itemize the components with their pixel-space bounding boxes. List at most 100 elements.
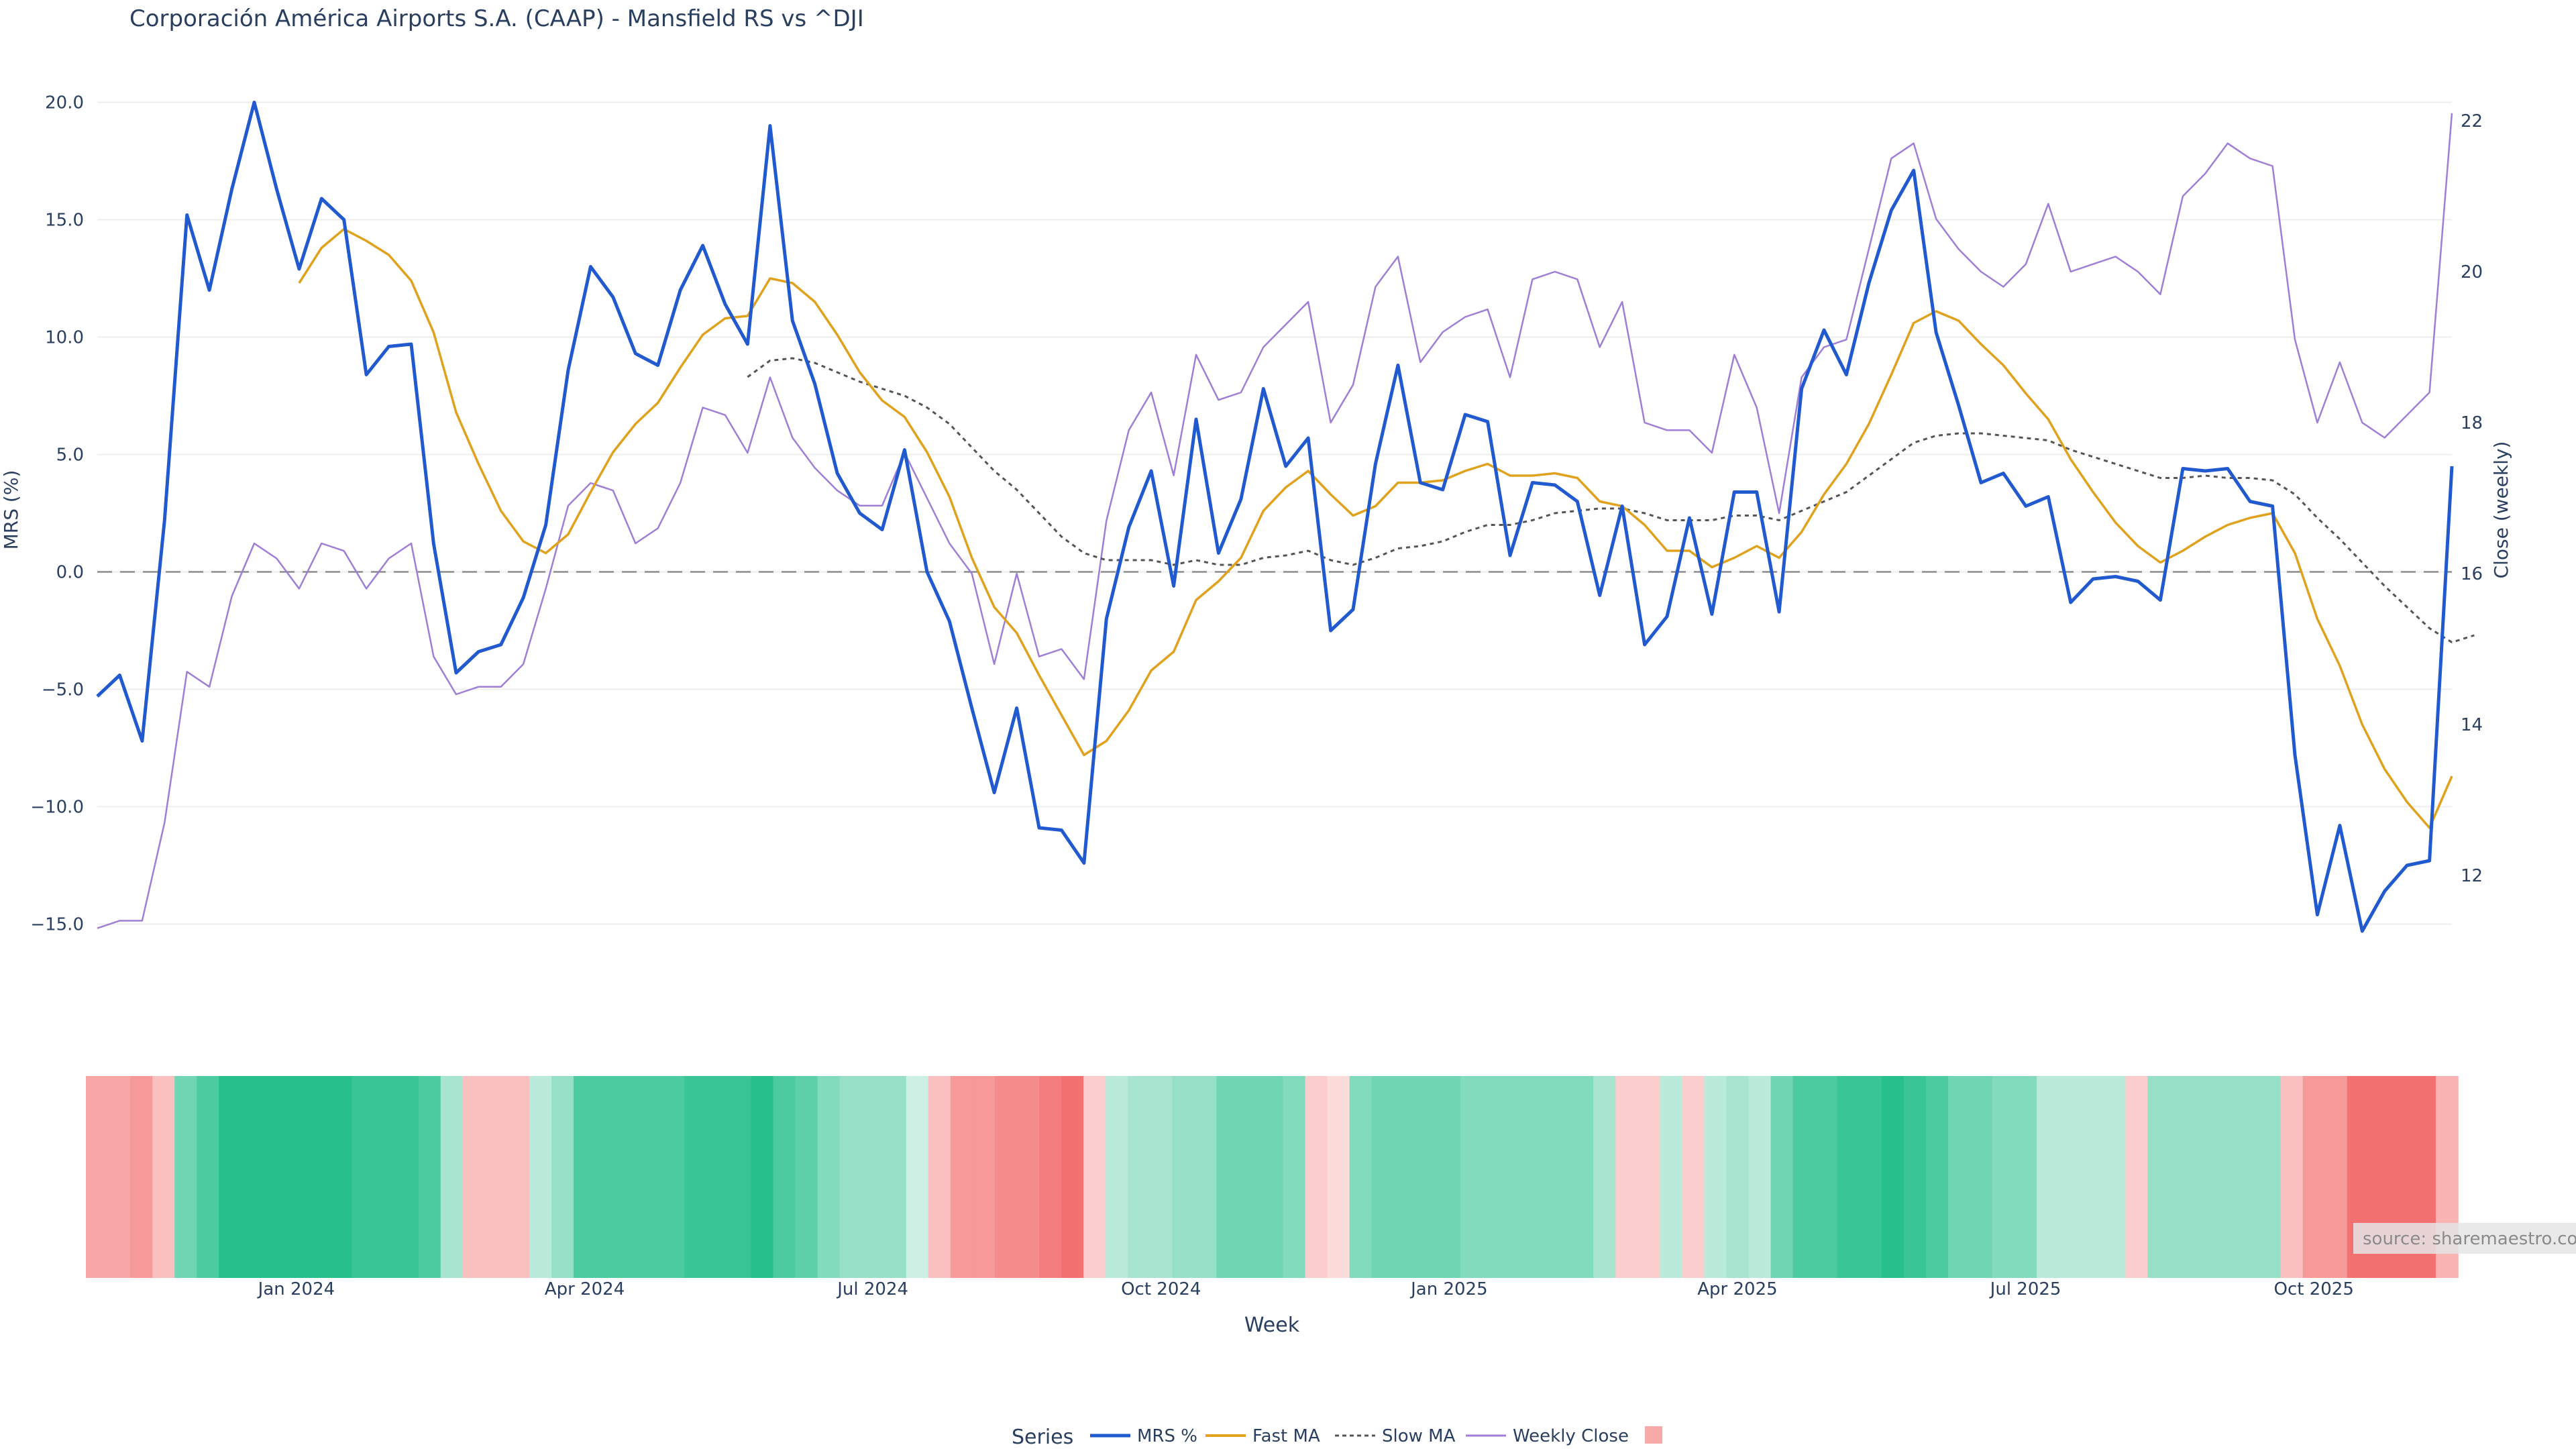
regime-cell: [197, 1076, 220, 1278]
regime-cell: [1815, 1076, 1838, 1278]
y-tick-label: 10.0: [45, 328, 84, 348]
legend: Series MRS % Fast MA Slow MA Weekly Close: [1012, 1426, 1662, 1449]
x-tick-label: Apr 2025: [1697, 1279, 1777, 1299]
regime-cell: [219, 1076, 242, 1278]
regime-cell: [1770, 1076, 1794, 1278]
regime-cell: [1992, 1076, 2015, 1278]
regime-cell: [1083, 1076, 1106, 1278]
regime-cell: [1859, 1076, 1882, 1278]
regime-cell: [1881, 1076, 1904, 1278]
regime-cell: [1039, 1076, 1062, 1278]
regime-cell: [2081, 1076, 2104, 1278]
regime-cell: [883, 1076, 907, 1278]
regime-cell: [928, 1076, 951, 1278]
legend-label: Slow MA: [1382, 1426, 1456, 1446]
regime-cell: [1726, 1076, 1750, 1278]
regime-cell: [2037, 1076, 2059, 1278]
regime-cell: [662, 1076, 686, 1278]
regime-cell: [2015, 1076, 2037, 1278]
x-axis-title: Week: [1244, 1313, 1300, 1337]
regime-cell: [1682, 1076, 1705, 1278]
regime-cell: [1016, 1076, 1040, 1278]
regime-cell: [1482, 1076, 1505, 1278]
regime-cell: [1504, 1076, 1527, 1278]
regime-cell: [2258, 1076, 2282, 1278]
legend-item-fast-ma: Fast MA: [1205, 1426, 1320, 1446]
regime-cell: [1061, 1076, 1084, 1278]
gridlines: [97, 101, 2452, 925]
y-tick-label: 20.0: [45, 93, 84, 113]
regime-cell: [352, 1076, 375, 1278]
y2-tick-label: 12: [2461, 866, 2483, 886]
regime-cell: [684, 1076, 708, 1278]
regime-cell: [285, 1076, 309, 1278]
regime-cell: [484, 1076, 508, 1278]
legend-label: Fast MA: [1252, 1426, 1320, 1446]
regime-cell: [1371, 1076, 1395, 1278]
regime-cell: [1970, 1076, 1993, 1278]
y-tick-label: −10.0: [30, 798, 84, 818]
regime-cell: [529, 1076, 552, 1278]
regime-cell: [1327, 1076, 1350, 1278]
regime-cell: [1571, 1076, 1594, 1278]
regime-cell: [1527, 1076, 1550, 1278]
y2-tick-label: 16: [2461, 564, 2483, 584]
regime-cell: [2214, 1076, 2237, 1278]
y2-axis-title: Close (weekly): [2490, 441, 2512, 579]
legend-item-slow-ma: Slow MA: [1335, 1426, 1456, 1446]
regime-cell: [1704, 1076, 1727, 1278]
regime-cell: [1128, 1076, 1151, 1278]
regime-cell: [1837, 1076, 1860, 1278]
regime-cell: [1349, 1076, 1373, 1278]
regime-cell: [307, 1076, 331, 1278]
regime-cell: [1460, 1076, 1483, 1278]
x-tick-label: Apr 2024: [545, 1279, 625, 1299]
regime-cell: [795, 1076, 818, 1278]
legend-item-regime: [1645, 1426, 1662, 1444]
regime-cell: [1415, 1076, 1439, 1278]
source-label-background: [2353, 1223, 2576, 1254]
regime-cell: [729, 1076, 752, 1278]
regime-cell: [1305, 1076, 1328, 1278]
regime-strip: [86, 1076, 2459, 1278]
right-axis-ticks: 22 20 18 16 14 12: [2461, 111, 2483, 886]
regime-cell: [1238, 1076, 1262, 1278]
x-tick-label: Jul 2025: [1989, 1279, 2061, 1299]
weekly-close-line: [97, 113, 2453, 929]
regime-cell: [2236, 1076, 2259, 1278]
regime-cell: [1194, 1076, 1218, 1278]
regime-cell: [1172, 1076, 1195, 1278]
regime-cell: [86, 1076, 109, 1278]
regime-cell: [1615, 1076, 1639, 1278]
y2-tick-label: 14: [2461, 715, 2483, 735]
x-tick-label: Jul 2024: [836, 1279, 908, 1299]
regime-cell: [839, 1076, 863, 1278]
regime-cell: [2147, 1076, 2171, 1278]
regime-cell: [1150, 1076, 1173, 1278]
legend-title: Series: [1012, 1426, 1073, 1449]
regime-cell: [1638, 1076, 1661, 1278]
x-tick-label: Jan 2024: [257, 1279, 335, 1299]
fast-ma-line: [298, 227, 2453, 829]
regime-cell: [2192, 1076, 2215, 1278]
regime-cell: [574, 1076, 596, 1278]
y2-tick-label: 18: [2461, 413, 2483, 433]
regime-cell: [440, 1076, 464, 1278]
regime-cell: [152, 1076, 175, 1278]
regime-cell: [2280, 1076, 2304, 1278]
y2-tick-label: 20: [2461, 262, 2483, 282]
y-tick-label: 5.0: [56, 445, 84, 466]
regime-cell: [108, 1076, 131, 1278]
regime-cell: [130, 1076, 153, 1278]
regime-cell: [1947, 1076, 1971, 1278]
regime-cell: [906, 1076, 929, 1278]
regime-cell: [640, 1076, 663, 1278]
x-axis-ticks: Jan 2024 Apr 2024 Jul 2024 Oct 2024 Jan 2025…: [257, 1279, 2354, 1299]
regime-cell: [1106, 1076, 1128, 1278]
mrs-line: [96, 101, 2454, 933]
y2-tick-label: 22: [2461, 111, 2483, 131]
regime-cell: [506, 1076, 530, 1278]
regime-cell: [418, 1076, 441, 1278]
legend-item-weekly-close: Weekly Close: [1466, 1426, 1629, 1446]
regime-cell: [174, 1076, 198, 1278]
